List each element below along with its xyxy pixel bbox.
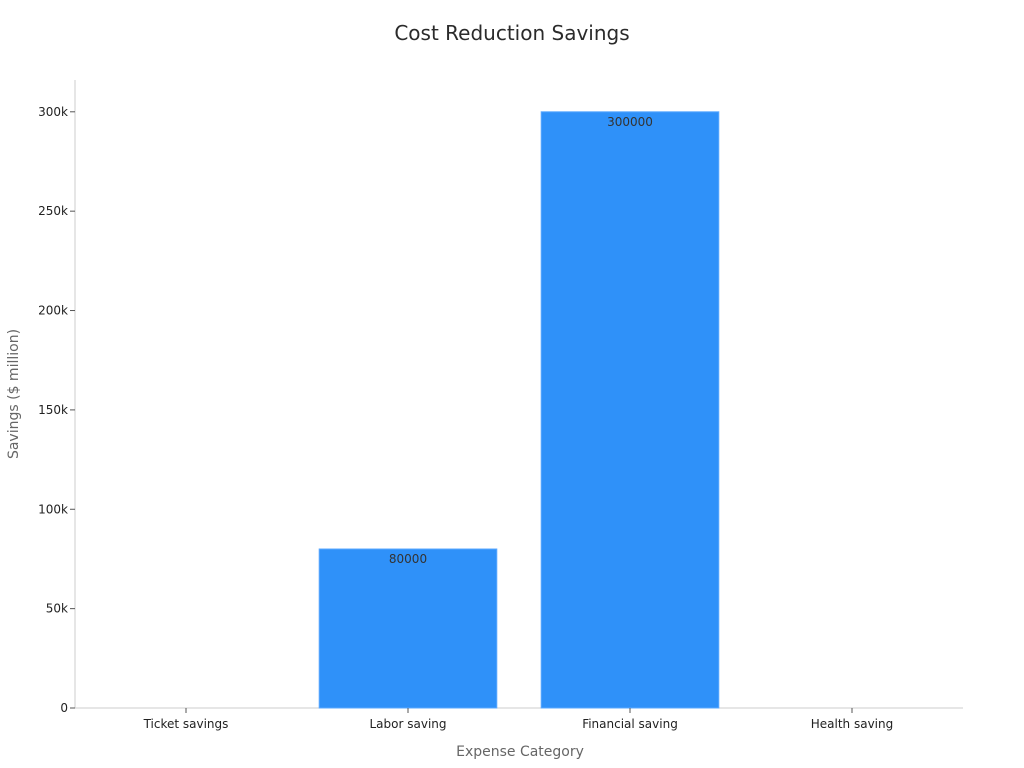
chart-title: Cost Reduction Savings (394, 21, 629, 45)
x-axis-label: Expense Category (456, 744, 584, 760)
x-tick-label-financial-saving: Financial saving (582, 717, 678, 731)
y-tick-label: 50k (46, 602, 68, 616)
x-tick-label-health-saving: Health saving (811, 717, 893, 731)
bars-group: 80000 300000 (318, 111, 720, 709)
bar-financial-saving (540, 111, 720, 709)
ticks-group: Ticket savings Labor saving Financial savi… (38, 105, 893, 731)
y-tick-label: 300k (38, 105, 68, 119)
y-tick-label: 250k (38, 204, 68, 218)
data-label-financial-saving: 300000 (607, 115, 653, 129)
y-axis-label: Savings ($ million) (6, 329, 22, 459)
y-tick-label: 150k (38, 403, 68, 417)
y-tick-label: 100k (38, 502, 68, 516)
x-tick-label-ticket-savings: Ticket savings (143, 717, 229, 731)
bar-labor-saving (318, 548, 498, 709)
data-label-labor-saving: 80000 (389, 552, 427, 566)
x-tick-label-labor-saving: Labor saving (369, 717, 446, 731)
y-tick-label: 0 (60, 701, 68, 715)
y-tick-label: 200k (38, 304, 68, 318)
